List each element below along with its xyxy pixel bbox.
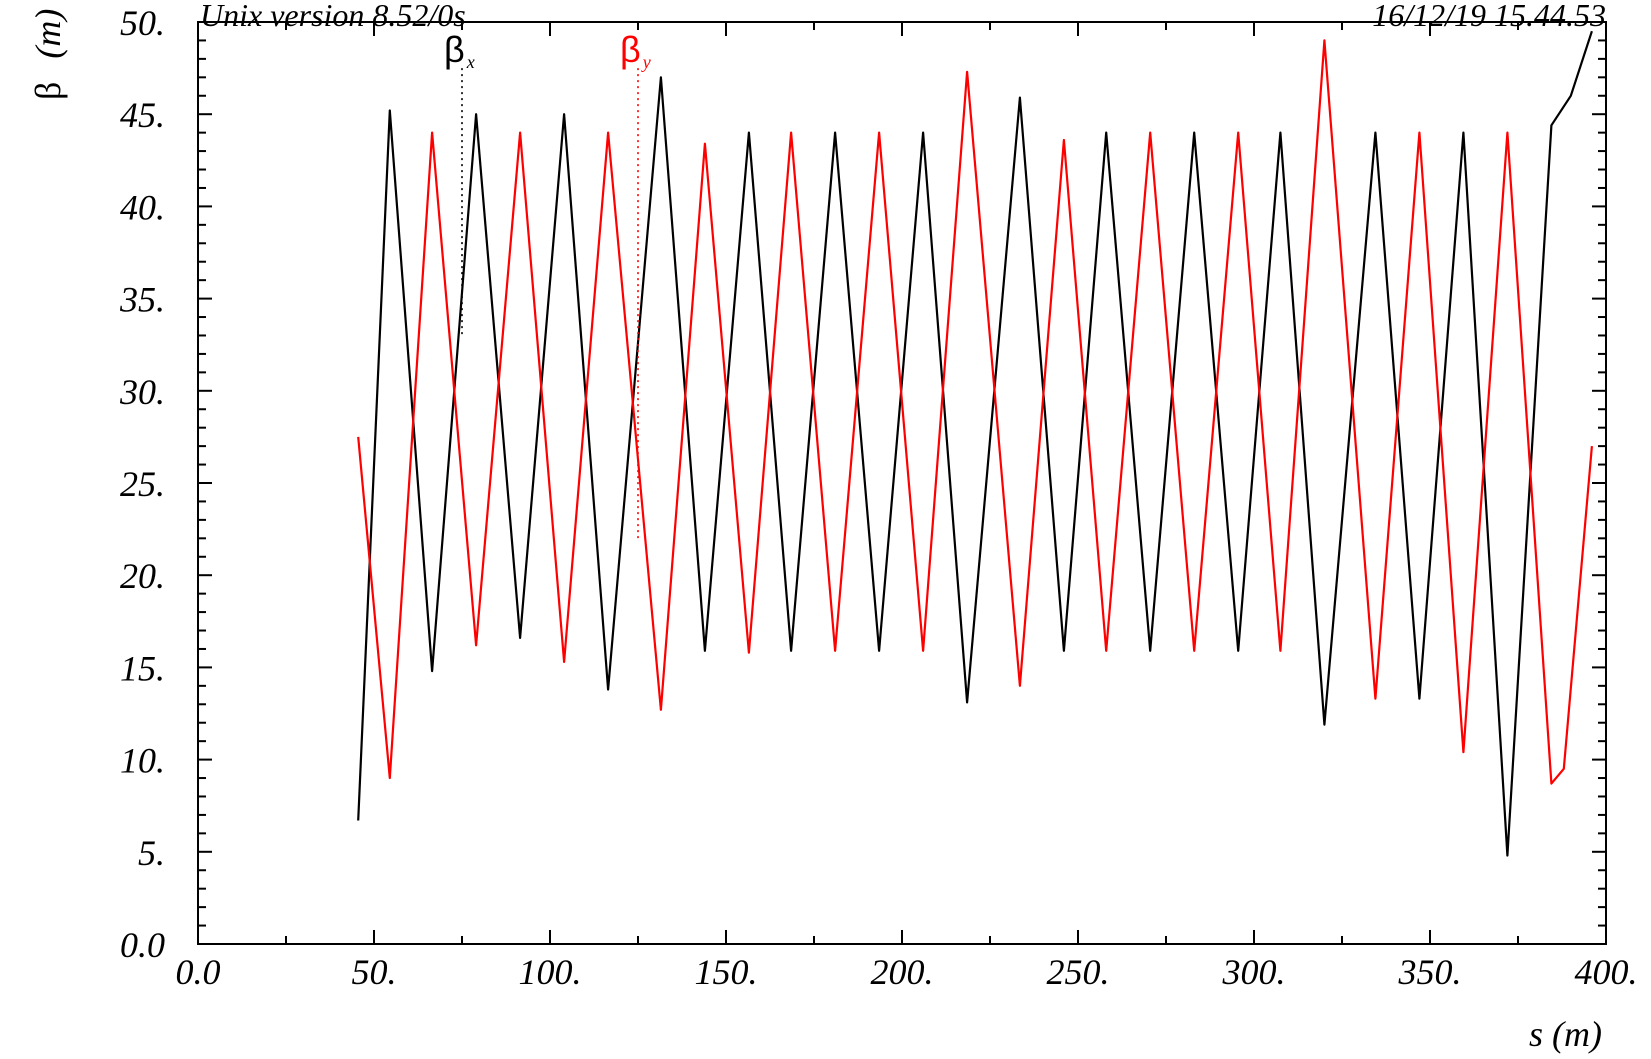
- y-tick-label: 35.: [119, 280, 165, 320]
- x-tick-label: 250.: [1047, 952, 1110, 992]
- y-tick-label: 10.: [120, 741, 165, 781]
- x-axis-tick-labels: 0.0 50. 100. 150. 200. 250. 300. 350. 400.: [176, 952, 1638, 992]
- y-tick-label: 20.: [120, 556, 165, 596]
- y-tick-label: 30.: [119, 372, 165, 412]
- header-timestamp-label: 16/12/19 15.44.53: [1372, 0, 1606, 33]
- y-axis-tick-labels: 0.0 5. 10. 15. 20. 25. 30. 35. 40. 45. 50.: [119, 3, 165, 965]
- x-tick-label: 200.: [871, 952, 934, 992]
- header-version-label: Unix version 8.52/0s: [200, 0, 466, 33]
- y-axis-title: β (m): [28, 9, 68, 100]
- x-axis-title: s (m): [1529, 1014, 1602, 1054]
- y-axis-title-symbol: β: [28, 82, 68, 100]
- x-tick-label: 400.: [1575, 952, 1638, 992]
- series-line-beta-y: [357, 39, 1593, 785]
- x-tick-label: 350.: [1398, 952, 1462, 992]
- svg-text:β (m): β (m): [28, 9, 68, 100]
- y-tick-label: 25.: [120, 464, 165, 504]
- x-tick-label: 0.0: [176, 952, 221, 992]
- x-tick-label: 50.: [352, 952, 397, 992]
- x-tick-label: 300.: [1222, 952, 1286, 992]
- y-axis-title-unit: (m): [28, 9, 68, 59]
- y-axis-ticks: [198, 21, 1606, 945]
- x-tick-label: 100.: [519, 952, 582, 992]
- y-tick-label: 45.: [120, 95, 165, 135]
- series-layer: [357, 30, 1593, 857]
- x-tick-label: 150.: [695, 952, 758, 992]
- series-line-beta-x: [357, 30, 1593, 857]
- y-tick-label: 50.: [120, 3, 165, 43]
- y-tick-label: 5.: [138, 833, 165, 873]
- y-tick-label: 40.: [120, 187, 165, 227]
- y-tick-label: 0.0: [120, 925, 165, 965]
- y-tick-label: 15.: [120, 648, 165, 688]
- x-axis-ticks: [197, 22, 1607, 944]
